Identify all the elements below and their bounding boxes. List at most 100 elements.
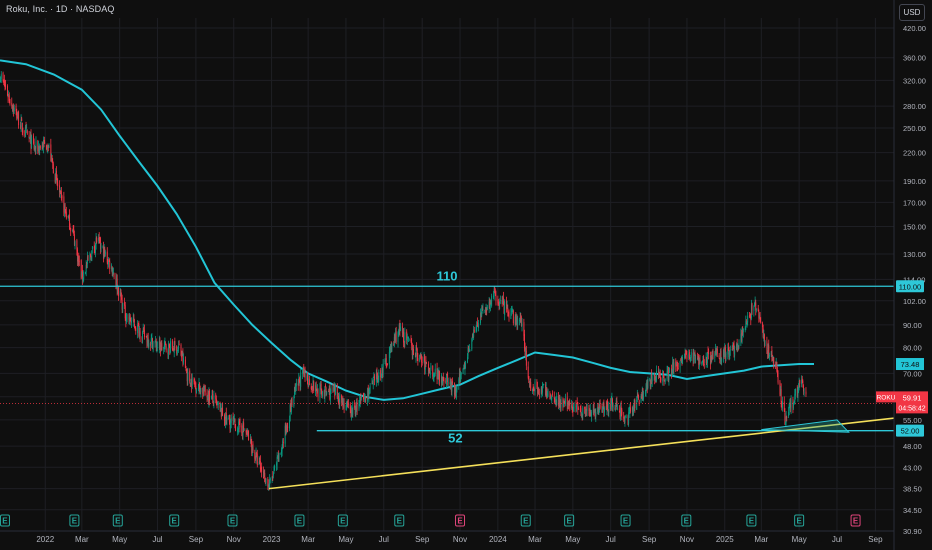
earnings-marker[interactable]: E bbox=[69, 514, 80, 527]
x-tick-label: Mar bbox=[75, 535, 89, 544]
candle-body bbox=[236, 430, 238, 432]
candle-body bbox=[341, 395, 343, 403]
earnings-marker[interactable]: E bbox=[0, 514, 10, 527]
candle-body bbox=[168, 344, 170, 346]
earnings-marker[interactable]: E bbox=[337, 514, 348, 527]
candle-body bbox=[780, 388, 781, 395]
candle-body bbox=[90, 254, 91, 258]
candle-body bbox=[280, 452, 282, 454]
candle-body bbox=[33, 135, 34, 144]
candle-body bbox=[489, 301, 491, 306]
candle-body bbox=[455, 388, 457, 399]
earnings-marker[interactable]: E bbox=[850, 514, 861, 527]
candle-body bbox=[443, 378, 445, 383]
candle-body bbox=[725, 353, 727, 358]
earnings-marker[interactable]: E bbox=[394, 514, 405, 527]
earnings-marker-box bbox=[520, 514, 531, 527]
candle-body bbox=[333, 387, 335, 390]
earnings-marker[interactable]: E bbox=[794, 514, 805, 527]
candle-body bbox=[688, 353, 690, 358]
candle-body bbox=[628, 411, 630, 413]
candle-body bbox=[51, 155, 53, 162]
candle-body bbox=[485, 306, 487, 312]
candle-body bbox=[762, 323, 764, 328]
candle-body bbox=[307, 384, 309, 387]
candle-body bbox=[458, 379, 460, 385]
earnings-marker[interactable]: E bbox=[564, 514, 575, 527]
candle-body bbox=[199, 383, 201, 389]
candle-body bbox=[150, 341, 152, 346]
candle-body bbox=[295, 384, 297, 391]
candle-body bbox=[86, 257, 88, 264]
candle-body bbox=[796, 388, 798, 397]
candle-body bbox=[729, 349, 731, 351]
candle-body bbox=[274, 466, 276, 468]
earnings-marker[interactable]: E bbox=[455, 514, 466, 527]
symbol-title[interactable]: Roku, Inc. · 1D · NASDAQ bbox=[6, 4, 115, 14]
earnings-marker[interactable]: E bbox=[112, 514, 123, 527]
earnings-marker-letter: E bbox=[397, 517, 403, 526]
candle-body bbox=[514, 316, 516, 325]
candle-body bbox=[0, 79, 2, 81]
candle-body bbox=[797, 391, 799, 399]
candle-body bbox=[684, 354, 686, 358]
candle-body bbox=[773, 357, 775, 365]
candle-body bbox=[694, 352, 696, 360]
candle-body bbox=[714, 352, 716, 358]
earnings-marker[interactable]: E bbox=[520, 514, 531, 527]
candle-body bbox=[433, 375, 435, 377]
candle-body bbox=[177, 347, 179, 349]
earnings-marker[interactable]: E bbox=[746, 514, 757, 527]
candle-body bbox=[365, 396, 367, 400]
earnings-marker[interactable]: E bbox=[294, 514, 305, 527]
candle-body bbox=[285, 428, 287, 433]
candle-body bbox=[98, 238, 100, 241]
candle-body bbox=[109, 261, 111, 269]
earnings-marker[interactable]: E bbox=[620, 514, 631, 527]
candle-body bbox=[573, 406, 574, 411]
candle-body bbox=[7, 95, 9, 98]
candle-body bbox=[731, 349, 733, 351]
candle-body bbox=[605, 406, 607, 410]
x-tick-label: Jul bbox=[379, 535, 389, 544]
candle-body bbox=[376, 372, 378, 380]
x-tick-label: Jul bbox=[832, 535, 842, 544]
candle-body bbox=[99, 238, 101, 240]
candle-body bbox=[460, 372, 462, 375]
candle-body bbox=[593, 403, 595, 412]
candle-body bbox=[148, 343, 150, 347]
candle-body bbox=[456, 386, 458, 390]
candle-body bbox=[284, 425, 286, 444]
candle-body bbox=[167, 350, 169, 355]
candle-body bbox=[551, 394, 553, 400]
candle-body bbox=[441, 376, 443, 382]
earnings-marker-box bbox=[112, 514, 123, 527]
candle-body bbox=[675, 361, 677, 367]
candle-body bbox=[229, 420, 231, 429]
candle-body bbox=[595, 411, 597, 417]
candle-body bbox=[417, 358, 419, 362]
candle-body bbox=[414, 355, 416, 357]
x-tick-label: Sep bbox=[868, 535, 883, 544]
x-tick-label: Jul bbox=[606, 535, 616, 544]
candle-body bbox=[64, 205, 65, 213]
candle-body bbox=[463, 368, 465, 370]
candle-body bbox=[313, 381, 315, 391]
candle-body bbox=[126, 318, 127, 321]
candle-body bbox=[718, 355, 720, 358]
candle-body bbox=[703, 364, 705, 365]
candle-body bbox=[294, 387, 295, 395]
candle-body bbox=[108, 260, 109, 265]
candle-body bbox=[235, 424, 237, 431]
earnings-marker[interactable]: E bbox=[227, 514, 238, 527]
candle-body bbox=[632, 407, 634, 412]
earnings-marker[interactable]: E bbox=[169, 514, 180, 527]
x-tick-label: Sep bbox=[415, 535, 430, 544]
currency-selector[interactable]: USD bbox=[899, 4, 925, 21]
candle-body bbox=[35, 141, 37, 149]
earnings-marker[interactable]: E bbox=[681, 514, 692, 527]
candle-body bbox=[680, 359, 682, 361]
x-tick-label: Nov bbox=[453, 535, 467, 544]
candle-body bbox=[398, 324, 400, 331]
